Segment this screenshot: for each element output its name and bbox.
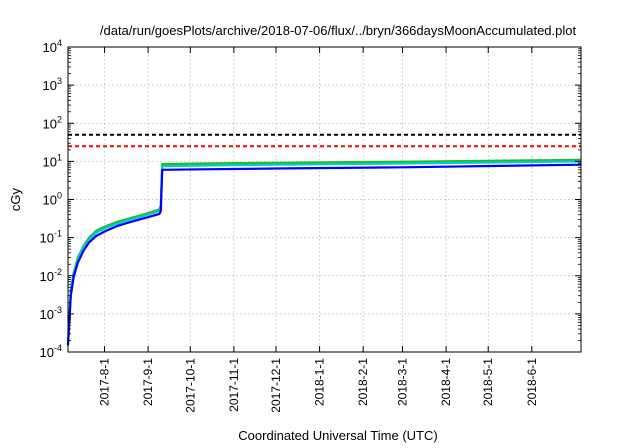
reference-lines	[68, 133, 581, 148]
y-tick-label: 10-1	[40, 229, 62, 246]
series-line	[66, 163, 582, 346]
y-tick-label: 102	[43, 114, 62, 131]
y-axis-label: cGy	[8, 187, 23, 211]
x-tick-label: 2018-6-1	[525, 358, 539, 406]
x-tick-label: 2018-4-1	[439, 358, 453, 406]
x-tick-label: 2017-10-1	[183, 358, 197, 413]
y-tick-label: 103	[43, 76, 62, 93]
x-tick-label: 2017-12-1	[269, 358, 283, 413]
x-tick-label: 2018-5-1	[481, 358, 495, 406]
x-tick-label: 2018-3-1	[396, 358, 410, 406]
y-axis-ticks: 10-4 10-3 10-2 10-1 100 101 102 103 104	[40, 38, 581, 360]
y-tick-label: 101	[43, 152, 62, 169]
y-tick-label: 100	[43, 191, 62, 208]
x-tick-label: 2018-1-1	[313, 358, 327, 406]
y-tick-label: 10-2	[40, 267, 62, 284]
y-tick-label: 10-4	[40, 343, 62, 360]
chart-title: /data/run/goesPlots/archive/2018-07-06/f…	[100, 23, 577, 38]
y-tick-label: 104	[43, 38, 62, 55]
x-tick-label: 2018-2-1	[356, 358, 370, 406]
y-tick-label: 10-3	[40, 305, 62, 322]
x-tick-label: 2017-8-1	[98, 358, 112, 406]
x-axis-label: Coordinated Universal Time (UTC)	[238, 428, 437, 443]
x-axis-ticks: 2017-8-1 2017-9-1 2017-10-1 2017-11-1 2017-1…	[98, 47, 539, 413]
x-tick-label: 2017-11-1	[227, 358, 241, 412]
x-tick-label: 2017-9-1	[141, 358, 155, 406]
series-lines	[66, 158, 582, 346]
